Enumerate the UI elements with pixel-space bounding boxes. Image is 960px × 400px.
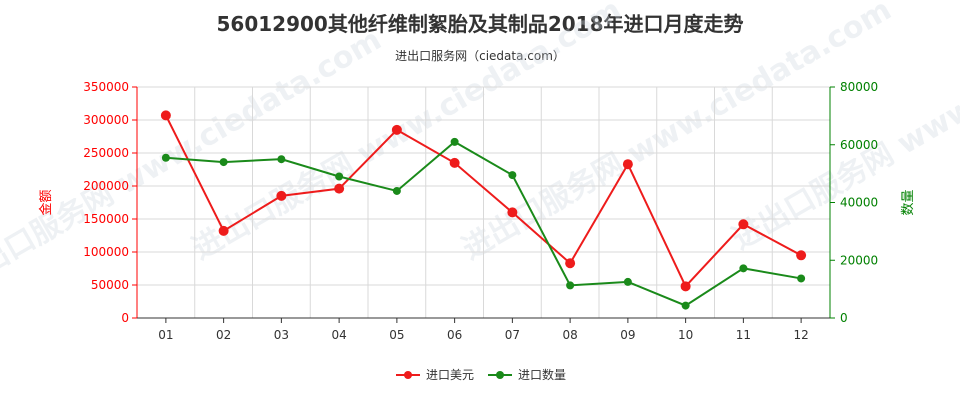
- axes: 3500003000002500002000001500001000005000…: [38, 80, 916, 342]
- series-2-point: [335, 172, 344, 181]
- series-2-point: [797, 274, 806, 283]
- series-1-point: [738, 219, 749, 230]
- series-2-point: [566, 281, 575, 290]
- y-left-tick-label: 50000: [91, 278, 129, 292]
- y-right-tick-label: 40000: [840, 196, 878, 210]
- series-points: [160, 110, 807, 310]
- series-2-point: [161, 153, 170, 162]
- x-tick-label: 06: [447, 328, 462, 342]
- legend-swatch-marker: [404, 371, 412, 379]
- series-1-point: [391, 124, 402, 135]
- series-1-point: [565, 258, 576, 269]
- series-1-point: [218, 225, 229, 236]
- x-tick-label: 04: [331, 328, 346, 342]
- series-lines: [164, 114, 802, 307]
- series-line-1: [164, 114, 802, 289]
- y-left-tick-label: 200000: [83, 179, 129, 193]
- series-line-2: [165, 140, 802, 307]
- series-1-point: [507, 207, 518, 218]
- series-1-point: [334, 183, 345, 194]
- x-tick-label: 11: [736, 328, 751, 342]
- x-tick-label: 08: [562, 328, 577, 342]
- y-left-tick-label: 250000: [83, 146, 129, 160]
- chart-subtitle: 进出口服务网（ciedata.com）: [395, 49, 565, 63]
- watermark-text: 进出口服务网 www.ciedata.com: [457, 0, 898, 267]
- series-1-point: [276, 190, 287, 201]
- y-left-axis-title: 金额: [38, 189, 54, 215]
- y-left-tick-label: 150000: [83, 212, 129, 226]
- legend-swatch-marker: [496, 371, 504, 379]
- y-right-tick-label: 20000: [840, 253, 878, 267]
- y-left-tick-label: 100000: [83, 245, 129, 259]
- x-tick-label: 07: [505, 328, 520, 342]
- x-tick-label: 12: [793, 328, 808, 342]
- series-2-point: [450, 137, 459, 146]
- series-1-point: [796, 250, 807, 261]
- series-1-point: [622, 159, 633, 170]
- legend: 进口美元 进口数量: [396, 367, 566, 382]
- y-right-axis-title: 数量: [901, 189, 916, 215]
- series-1-point: [680, 281, 691, 292]
- legend-label: 进口数量: [518, 367, 566, 382]
- x-tick-label: 09: [620, 328, 635, 342]
- series-2-point: [277, 155, 286, 164]
- x-tick-label: 10: [678, 328, 693, 342]
- series-2-point: [392, 186, 401, 195]
- y-right-tick-label: 0: [840, 311, 848, 325]
- legend-label: 进口美元: [426, 368, 474, 382]
- series-2-point: [739, 264, 748, 273]
- y-right-tick-label: 80000: [840, 80, 878, 94]
- series-1-point: [449, 157, 460, 168]
- x-tick-label: 03: [274, 328, 289, 342]
- series-2-point: [219, 158, 228, 167]
- x-tick-label: 02: [216, 328, 231, 342]
- y-left-tick-label: 300000: [83, 113, 129, 127]
- y-right-tick-label: 60000: [840, 138, 878, 152]
- y-left-tick-label: 350000: [83, 80, 129, 94]
- series-2-point: [508, 171, 517, 180]
- x-tick-label: 05: [389, 328, 404, 342]
- y-left-tick-label: 0: [121, 311, 129, 325]
- x-tick-label: 01: [158, 328, 173, 342]
- series-2-point: [681, 301, 690, 310]
- series-1-point: [160, 110, 171, 121]
- series-2-point: [623, 277, 632, 286]
- chart-title: 56012900其他纤维制絮胎及其制品2018年进口月度走势: [216, 12, 744, 36]
